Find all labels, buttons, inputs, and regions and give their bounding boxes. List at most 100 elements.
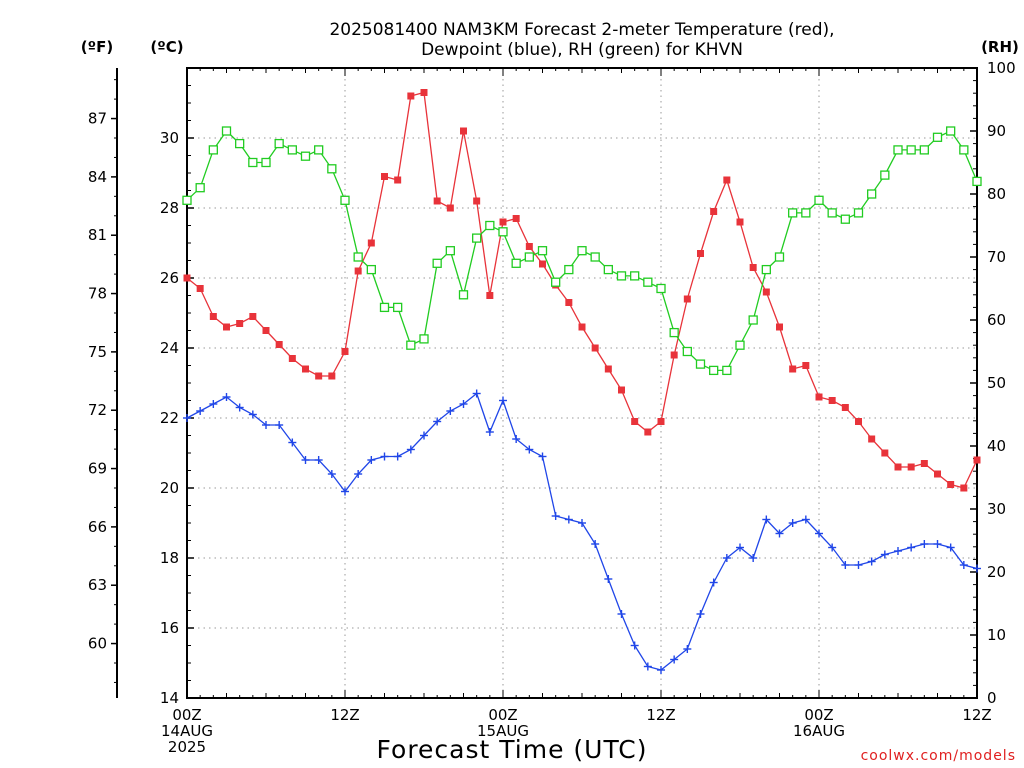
credit-text: coolwx.com/models	[861, 748, 1016, 764]
data-point-dewpoint	[420, 431, 428, 440]
data-point-rh	[537, 246, 548, 256]
data-point-rh	[327, 164, 337, 174]
data-point-temperature	[209, 313, 217, 320]
data-point-temperature	[855, 418, 862, 425]
data-point-dewpoint	[709, 578, 718, 587]
data-point-dewpoint	[854, 561, 863, 569]
data-point-temperature	[420, 89, 428, 96]
rh-tick-label: 80	[987, 185, 1006, 203]
data-point-temperature	[789, 365, 797, 373]
data-point-temperature	[196, 285, 204, 292]
data-point-dewpoint	[235, 403, 244, 412]
rh-tick-label: 30	[987, 500, 1006, 518]
data-point-temperature	[512, 215, 520, 222]
data-point-dewpoint	[314, 456, 323, 464]
data-point-temperature	[657, 418, 665, 425]
data-point-dewpoint	[657, 666, 665, 674]
data-point-rh	[353, 252, 363, 262]
data-point-temperature	[749, 264, 757, 271]
celsius-tick-label: 22	[160, 409, 179, 427]
data-point-rh	[959, 145, 969, 155]
data-point-dewpoint	[683, 645, 692, 653]
data-point-rh	[867, 189, 877, 199]
data-point-rh	[669, 327, 679, 338]
series-dewpoint	[183, 389, 981, 674]
data-point-dewpoint	[907, 543, 916, 552]
x-tick-label: 00Z	[804, 706, 833, 724]
data-point-temperature	[894, 463, 902, 471]
data-point-rh	[643, 277, 653, 287]
data-point-rh	[853, 208, 864, 218]
x-tick-label: 12Z	[646, 706, 675, 724]
data-point-rh	[827, 208, 837, 218]
data-point-temperature	[604, 365, 612, 373]
data-point-dewpoint	[406, 445, 415, 454]
data-point-temperature	[960, 484, 968, 492]
data-point-rh	[366, 264, 376, 275]
data-point-dewpoint	[946, 543, 955, 552]
data-point-rh	[695, 359, 706, 369]
data-point-rh	[656, 283, 666, 294]
data-point-rh	[564, 264, 574, 275]
data-point-dewpoint	[367, 456, 376, 464]
data-point-rh	[906, 145, 916, 155]
fahrenheit-tick-label: 69	[88, 460, 107, 478]
data-point-temperature	[381, 173, 388, 180]
tick-labels: 1416182022242628306063666972757881848701…	[88, 59, 1016, 756]
data-point-rh	[946, 126, 956, 136]
data-point-rh	[208, 145, 218, 155]
data-point-dewpoint	[433, 417, 442, 426]
fahrenheit-axis-unit: (ºF)	[81, 38, 113, 56]
axes	[111, 67, 978, 699]
data-point-dewpoint	[801, 515, 810, 524]
data-point-temperature	[591, 344, 599, 352]
data-point-rh	[393, 302, 403, 313]
data-point-temperature	[934, 470, 941, 478]
data-point-temperature	[473, 197, 481, 205]
x-tick-label: 12Z	[330, 706, 359, 724]
data-point-rh	[300, 151, 311, 161]
x-tick-label: 15AUG	[477, 722, 529, 740]
data-point-dewpoint	[222, 393, 231, 401]
data-point-temperature	[183, 274, 191, 282]
series-temperature	[183, 89, 981, 492]
data-point-temperature	[710, 208, 718, 215]
celsius-tick-label: 16	[160, 619, 179, 637]
chart-title-line-2: Dewpoint (blue), RH (green) for KHVN	[421, 40, 743, 60]
data-point-rh	[274, 138, 284, 149]
data-point-temperature	[341, 348, 349, 355]
chart-title-line-1: 2025081400 NAM3KM Forecast 2-meter Tempe…	[329, 20, 834, 40]
data-point-dewpoint	[354, 470, 363, 478]
data-point-dewpoint	[788, 519, 797, 527]
data-point-dewpoint	[485, 428, 494, 436]
data-point-temperature	[302, 365, 309, 373]
fahrenheit-tick-label: 87	[88, 110, 107, 128]
data-point-rh	[524, 252, 534, 262]
data-point-temperature	[644, 428, 652, 436]
data-point-dewpoint	[630, 641, 639, 650]
data-point-temperature	[815, 393, 823, 401]
data-point-temperature	[354, 267, 362, 275]
data-point-temperature	[973, 456, 981, 464]
data-point-rh	[722, 365, 732, 376]
data-point-dewpoint	[920, 540, 929, 548]
data-point-temperature	[394, 176, 402, 184]
data-point-rh	[551, 277, 561, 287]
x-axis-label: Forecast Time (UTC)	[377, 735, 648, 764]
data-point-dewpoint	[512, 435, 521, 443]
data-point-rh	[248, 157, 258, 168]
data-point-dewpoint	[301, 456, 310, 464]
data-point-temperature	[460, 127, 467, 135]
rh-axis-unit: (RH)	[981, 38, 1019, 56]
fahrenheit-tick-label: 72	[88, 401, 107, 419]
data-point-temperature	[841, 404, 849, 411]
data-point-rh	[511, 258, 521, 268]
data-point-dewpoint	[880, 550, 889, 559]
data-point-dewpoint	[262, 421, 270, 429]
data-point-rh	[287, 145, 297, 155]
data-point-rh	[221, 126, 232, 136]
data-point-dewpoint	[275, 421, 284, 429]
data-point-dewpoint	[749, 554, 758, 562]
data-point-rh	[235, 138, 245, 149]
rh-tick-label: 0	[987, 689, 997, 707]
